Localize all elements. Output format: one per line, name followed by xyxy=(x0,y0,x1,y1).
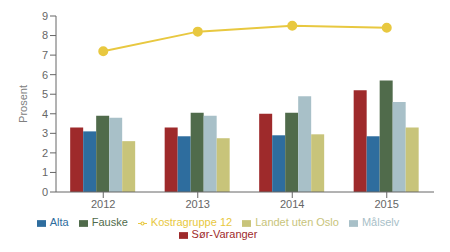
html-text:Landet uten Oslo: Landet uten Oslo xyxy=(255,216,339,228)
svg-text:2: 2 xyxy=(42,147,48,159)
svg-text:2014: 2014 xyxy=(280,198,304,210)
svg-text:9: 9 xyxy=(42,10,48,22)
svg-text:Prosent: Prosent xyxy=(17,85,29,123)
svg-text:4: 4 xyxy=(42,108,48,120)
svg-text:2015: 2015 xyxy=(375,198,399,210)
html-text:Fauske: Fauske xyxy=(91,216,128,228)
html-text:Sør-Varanger: Sør-Varanger xyxy=(191,228,258,240)
html-text:Alta: Alta xyxy=(49,216,69,228)
svg-text:0: 0 xyxy=(42,186,48,198)
svg-text:1: 1 xyxy=(42,166,48,178)
svg-text:2012: 2012 xyxy=(91,198,115,210)
html-text:Målselv: Målselv xyxy=(361,216,400,228)
html-text:Kostragruppe 12: Kostragruppe 12 xyxy=(150,216,233,228)
svg-text:2013: 2013 xyxy=(186,198,210,210)
svg-text:5: 5 xyxy=(42,88,48,100)
svg-text:3: 3 xyxy=(42,127,48,139)
svg-text:7: 7 xyxy=(42,49,48,61)
svg-text:6: 6 xyxy=(42,69,48,81)
svg-text:8: 8 xyxy=(42,29,48,41)
